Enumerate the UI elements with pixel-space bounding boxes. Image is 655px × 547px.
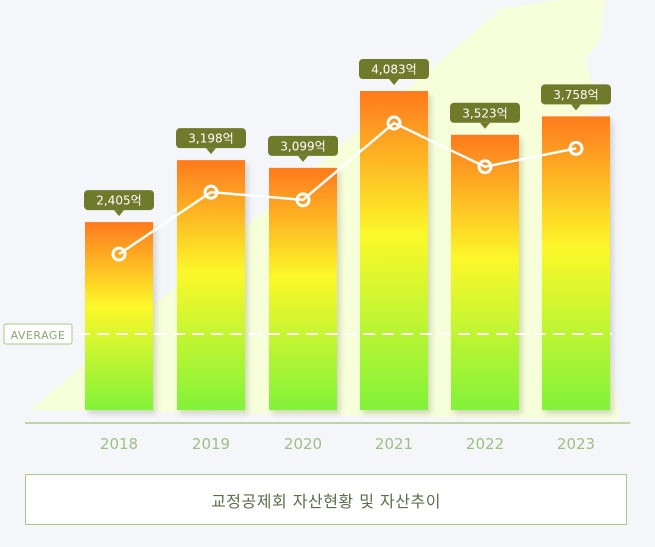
bar-2021 bbox=[360, 91, 428, 410]
trend-point-2018 bbox=[111, 246, 127, 262]
trend-point-2019 bbox=[203, 184, 219, 200]
bar-2019 bbox=[177, 160, 245, 410]
trend-point-2021 bbox=[386, 115, 402, 131]
value-label-2022: 3,523억 bbox=[450, 102, 520, 129]
trend-point-2020 bbox=[295, 192, 311, 208]
svg-text:3,758억: 3,758억 bbox=[553, 88, 598, 102]
trend-point-2022 bbox=[477, 159, 493, 175]
x-tick-2021: 2021 bbox=[375, 435, 413, 453]
trend-point-2023 bbox=[568, 140, 584, 156]
x-tick-2022: 2022 bbox=[466, 435, 504, 453]
value-label-2019: 3,198억 bbox=[176, 128, 246, 155]
x-tick-2020: 2020 bbox=[284, 435, 322, 453]
value-label-2020: 3,099억 bbox=[268, 135, 338, 162]
average-label-box bbox=[3, 323, 73, 345]
svg-text:3,099억: 3,099억 bbox=[280, 139, 325, 153]
x-tick-2018: 2018 bbox=[100, 435, 138, 453]
chart-caption: 교정공제회 자산현황 및 자산추이 bbox=[211, 491, 441, 511]
chart-caption-box: 교정공제회 자산현황 및 자산추이 bbox=[25, 474, 627, 525]
svg-text:3,198억: 3,198억 bbox=[188, 132, 233, 146]
average-label: AVERAGE bbox=[11, 329, 66, 342]
bar-2023 bbox=[542, 116, 610, 410]
trend-line bbox=[118, 121, 577, 256]
bar-2020 bbox=[269, 167, 337, 410]
value-label-2023: 3,758억 bbox=[541, 84, 611, 111]
x-tick-2023: 2023 bbox=[557, 435, 595, 453]
value-label-2021: 4,083억 bbox=[359, 59, 429, 85]
svg-text:2,405억: 2,405억 bbox=[96, 194, 141, 208]
bar-2018 bbox=[85, 222, 153, 410]
svg-text:4,083억: 4,083억 bbox=[371, 63, 416, 77]
bar-2022 bbox=[451, 134, 519, 410]
svg-text:3,523억: 3,523억 bbox=[462, 106, 507, 120]
x-tick-2019: 2019 bbox=[192, 435, 230, 453]
value-label-2018: 2,405억 bbox=[84, 190, 154, 217]
